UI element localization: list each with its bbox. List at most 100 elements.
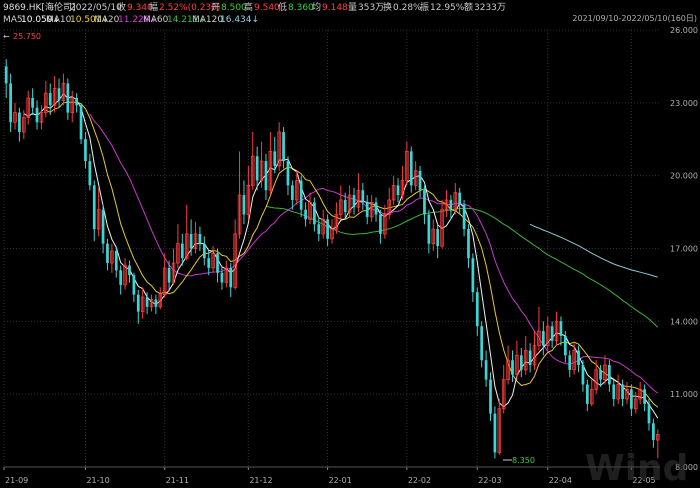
candle-body xyxy=(250,155,255,186)
candle-body xyxy=(44,92,48,113)
low-annotation: 8.350 xyxy=(503,456,535,465)
turn-value: 0.28% xyxy=(393,3,422,13)
candle-body xyxy=(162,267,167,296)
candle-body xyxy=(356,189,361,208)
candle-body xyxy=(291,185,294,200)
candle-body xyxy=(167,267,171,283)
ma120-value: 16.434↓ xyxy=(220,15,259,25)
candle-body xyxy=(110,250,114,264)
chg-label: 幅 xyxy=(149,1,158,13)
candle-body xyxy=(22,117,26,133)
candle-body xyxy=(489,379,492,414)
candle-body xyxy=(198,233,202,244)
candle-body xyxy=(608,365,611,385)
candle-body xyxy=(616,384,620,400)
candle-body xyxy=(612,384,616,400)
candle-body xyxy=(268,150,273,191)
candle-body xyxy=(440,209,444,247)
candle-body xyxy=(13,112,17,123)
ma10-value: 10.501↓ xyxy=(70,15,109,25)
candle-body xyxy=(202,243,206,259)
candle-body xyxy=(369,201,374,218)
ma5-line xyxy=(23,93,659,419)
candle-body xyxy=(277,131,281,167)
candle-body xyxy=(497,408,502,453)
amt-label: 额 xyxy=(464,1,473,13)
candle-body xyxy=(233,233,237,288)
candle-body xyxy=(145,297,149,307)
x-tick-label: 21-12 xyxy=(249,476,272,485)
x-tick-label: 22-04 xyxy=(549,476,572,485)
high-annotation: ← 25.750 xyxy=(3,32,41,41)
x-tick-label: 22-02 xyxy=(408,476,431,485)
candle-body xyxy=(140,296,145,313)
candle-body xyxy=(255,156,259,181)
candle-body xyxy=(96,209,101,230)
vol-value: 353万 xyxy=(358,3,384,13)
high-marker-arrow: ← xyxy=(3,32,10,41)
candle-body xyxy=(374,202,378,215)
vol-label: 量 xyxy=(348,2,357,13)
low-value: 8.360 xyxy=(288,3,314,13)
candle-body xyxy=(61,83,66,101)
candle-body xyxy=(259,160,264,181)
candle-body xyxy=(9,83,12,123)
ma10-line xyxy=(45,101,659,408)
candle-body xyxy=(4,66,8,84)
grid-lines xyxy=(3,29,660,468)
candle-body xyxy=(92,185,96,230)
candle-body xyxy=(594,369,598,390)
ma-legend: MA5 10.050↓ MA10 10.501↓ MA20 11.226↓ MA… xyxy=(3,15,259,25)
candle-body xyxy=(273,151,277,166)
x-axis: 21-09 21-10 21-11 21-12 22-01 22-02 22-03 22-04… xyxy=(3,466,660,485)
candle-body xyxy=(75,97,79,106)
candle-body xyxy=(70,97,75,113)
close-value: 9.340 xyxy=(127,3,153,13)
candle-body xyxy=(519,355,523,370)
candle-body xyxy=(154,299,158,307)
candle-body xyxy=(656,434,660,441)
watermark: Wind xyxy=(585,448,688,488)
avg-label: 均 xyxy=(312,1,321,13)
candle-body xyxy=(114,250,118,271)
close-label: 收 xyxy=(117,1,126,13)
candle-body xyxy=(400,180,405,196)
candle-body xyxy=(193,233,198,249)
candle-body xyxy=(634,398,638,410)
candle-body xyxy=(237,194,242,235)
candle-body xyxy=(158,294,163,308)
candle-body xyxy=(423,190,426,215)
candle-body xyxy=(224,267,229,283)
candle-body xyxy=(176,243,180,264)
candle-body xyxy=(537,330,541,347)
candle-body xyxy=(304,209,307,220)
candle-body xyxy=(313,202,316,225)
date-label: 2022/05/10 xyxy=(70,3,122,13)
candle-body xyxy=(321,218,325,235)
candle-body xyxy=(299,180,303,210)
candle-body xyxy=(647,403,651,424)
y-axis: 26.000 23.000 20.000 17.000 14.000 11.000 8.00… xyxy=(670,26,698,472)
candle-body xyxy=(638,388,642,400)
candle-body xyxy=(480,326,484,361)
amp-value: 12.95% xyxy=(430,3,465,13)
candle-body xyxy=(383,214,387,235)
ma5-value: 10.050↓ xyxy=(21,15,60,25)
ma60-label: MA60 xyxy=(143,15,169,25)
turn-label: 换 xyxy=(383,1,392,13)
high-label: 高 xyxy=(244,1,253,13)
candle-body xyxy=(339,199,343,215)
candle-body xyxy=(308,201,312,220)
candle-body xyxy=(511,360,514,375)
candle-body xyxy=(84,139,87,162)
amp-label: 振 xyxy=(420,1,429,13)
candle-body xyxy=(326,219,329,239)
candle-body xyxy=(379,214,382,234)
candle-body xyxy=(180,243,184,259)
candle-body xyxy=(405,150,409,181)
candle-body xyxy=(282,131,285,162)
candle-body xyxy=(484,360,488,380)
candle-body xyxy=(132,275,136,295)
candle-body xyxy=(128,265,131,276)
